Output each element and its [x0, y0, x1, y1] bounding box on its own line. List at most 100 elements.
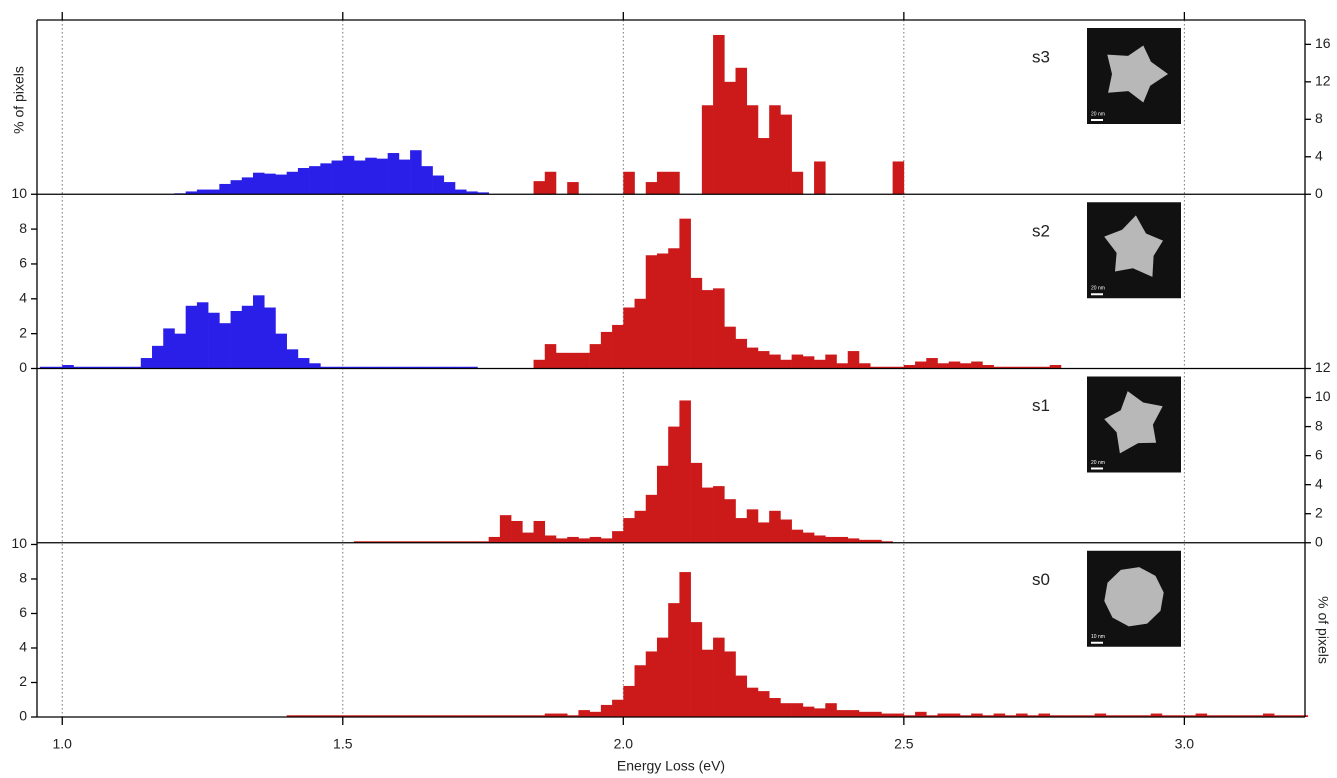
bar: [454, 366, 467, 369]
x-tick-label: 2.0: [614, 736, 634, 752]
bar: [757, 691, 770, 717]
bar: [286, 349, 299, 369]
bar: [634, 298, 647, 369]
bar: [735, 675, 748, 717]
bar: [544, 713, 557, 717]
bar: [858, 539, 871, 543]
y-tick-label: 8: [1315, 110, 1323, 126]
bar: [634, 510, 647, 543]
bar: [600, 331, 613, 369]
bar: [701, 290, 714, 369]
bar: [780, 359, 792, 369]
bar: [600, 704, 613, 717]
bar: [488, 715, 501, 717]
bar: [915, 711, 927, 717]
particle: [1104, 391, 1163, 454]
bar: [971, 361, 983, 369]
bar: [645, 255, 658, 369]
bar: [342, 155, 355, 195]
bar: [757, 522, 770, 543]
bar: [713, 486, 725, 543]
bar: [1027, 715, 1039, 717]
bar: [780, 114, 792, 195]
bar: [881, 713, 893, 717]
bar: [814, 708, 826, 717]
bar: [376, 541, 388, 543]
bar: [612, 699, 624, 717]
scale-text: 20 nm: [1091, 286, 1105, 292]
bar: [578, 538, 590, 543]
bar: [802, 356, 815, 369]
bar: [589, 344, 602, 369]
bar: [1285, 715, 1297, 717]
y-axis-label-left: % of pixels: [11, 66, 27, 134]
bar: [746, 687, 759, 717]
bar: [241, 305, 254, 369]
bar: [679, 218, 691, 369]
bar: [432, 175, 445, 195]
bar: [410, 150, 422, 195]
bar: [948, 713, 961, 717]
x-axis-label: Energy Loss (eV): [617, 758, 725, 774]
bar: [668, 248, 680, 369]
bar: [466, 366, 478, 369]
bar: [387, 153, 400, 195]
bar: [398, 715, 411, 717]
scale-text: 20 nm: [1091, 111, 1105, 117]
bar: [73, 366, 85, 369]
bar: [567, 536, 579, 543]
bar: [724, 651, 736, 717]
bar: [185, 305, 198, 369]
bar: [668, 426, 680, 543]
bar: [522, 532, 534, 543]
bar: [858, 711, 871, 717]
y-tick-label: 2: [1315, 504, 1323, 520]
bar: [286, 171, 299, 195]
bar: [342, 366, 355, 369]
bar: [668, 603, 680, 717]
bar: [623, 171, 635, 195]
bar: [410, 366, 422, 369]
bar: [1251, 715, 1264, 717]
bar: [320, 163, 332, 195]
bar: [892, 161, 905, 195]
bar: [982, 365, 994, 369]
y-tick-label: 0: [19, 708, 27, 724]
y-tick-label: 4: [19, 639, 27, 655]
bar: [802, 706, 815, 717]
bar: [129, 366, 142, 369]
bar: [432, 366, 445, 369]
bar: [814, 359, 826, 369]
bar: [858, 363, 871, 369]
bar: [421, 715, 433, 717]
bar: [589, 711, 602, 717]
bar: [1139, 715, 1152, 717]
bar: [713, 34, 725, 195]
bar: [555, 538, 568, 543]
tem-image: 10 nm: [1087, 550, 1181, 647]
bar: [286, 715, 299, 717]
bar: [241, 177, 254, 195]
bar: [84, 366, 97, 369]
bar: [331, 366, 344, 369]
bar: [1083, 715, 1095, 717]
bar: [1049, 715, 1062, 717]
bar: [466, 191, 478, 195]
y-tick-label: 8: [19, 570, 27, 586]
bar: [522, 715, 534, 717]
bar: [746, 347, 759, 369]
bar: [791, 703, 804, 717]
bar: [814, 535, 826, 543]
bar: [387, 366, 400, 369]
bar: [297, 168, 310, 195]
bar: [297, 358, 310, 369]
bar: [320, 366, 332, 369]
bar: [387, 541, 400, 543]
bar: [656, 637, 669, 717]
bar: [398, 159, 411, 195]
scale-text: 10 nm: [1091, 634, 1105, 640]
y-tick-label: 8: [19, 220, 27, 236]
bar: [365, 157, 377, 195]
bar: [679, 572, 691, 717]
bar: [701, 649, 714, 717]
